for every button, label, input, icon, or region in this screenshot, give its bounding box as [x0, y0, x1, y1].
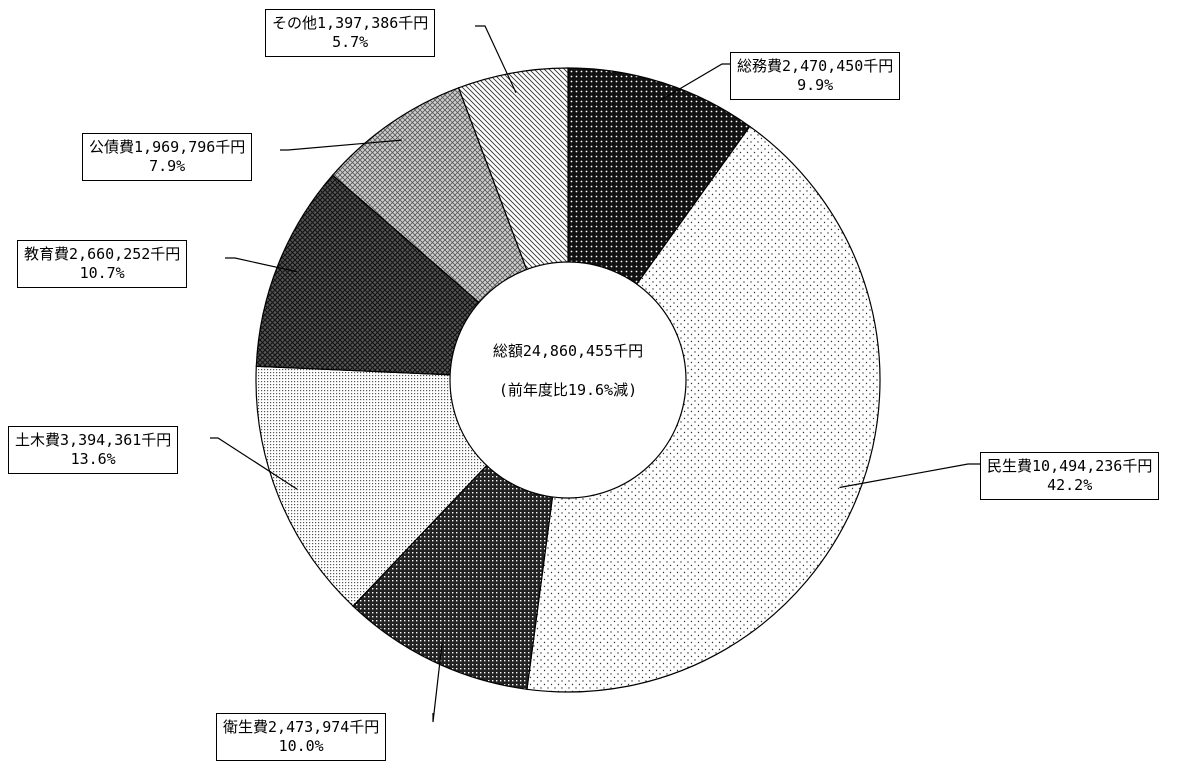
callout-eisei: 衛生費2,473,974千円 10.0%: [216, 713, 387, 761]
leader-lines: [210, 25, 980, 723]
slice-amount: 10,494,236千円: [1032, 457, 1153, 475]
donut-hole: [449, 261, 687, 499]
slice-name: 衛生費: [223, 718, 269, 736]
callout-kyouiku: 教育費2,660,252千円 10.7%: [17, 240, 188, 288]
slice-percent: 10.0%: [278, 737, 324, 755]
slice-name: 総務費: [737, 57, 783, 75]
slice-name: 教育費: [24, 245, 70, 263]
slice-percent: 7.9%: [149, 157, 186, 175]
leader-minsei: [839, 463, 980, 489]
slice-percent: 42.2%: [1047, 476, 1093, 494]
slice-percent: 5.7%: [332, 33, 369, 51]
callout-kousai: 公債費1,969,796千円 7.9%: [82, 133, 253, 181]
callout-sonota: その他1,397,386千円 5.7%: [265, 9, 436, 57]
slice-minsei: [526, 125, 881, 693]
leader-sonota: [475, 25, 517, 93]
slice-percent: 9.9%: [797, 76, 834, 94]
slice-name: 公債費: [89, 138, 135, 156]
slice-amount: 2,470,450千円: [782, 57, 894, 75]
center-change: (前年度比19.6%減): [498, 381, 638, 399]
slice-name: その他: [272, 14, 318, 32]
callout-soumu: 総務費2,470,450千円 9.9%: [730, 52, 901, 100]
leader-doboku: [210, 437, 298, 490]
leader-kyouiku: [225, 257, 297, 273]
center-label: 総額24,860,455千円 (前年度比19.6%減): [468, 340, 668, 400]
slice-percent: 13.6%: [70, 450, 116, 468]
leader-eisei: [432, 643, 443, 723]
center-total: 総額24,860,455千円: [492, 342, 644, 360]
slice-percent: 10.7%: [79, 264, 125, 282]
slice-name: 民生費: [987, 457, 1033, 475]
slice-amount: 3,394,361千円: [60, 431, 172, 449]
callout-doboku: 土木費3,394,361千円 13.6%: [8, 426, 179, 474]
leader-kousai: [280, 139, 402, 151]
slice-amount: 2,473,974千円: [268, 718, 380, 736]
slice-amount: 2,660,252千円: [69, 245, 181, 263]
slice-name: 土木費: [15, 431, 61, 449]
slice-amount: 1,969,796千円: [134, 138, 246, 156]
callout-minsei: 民生費10,494,236千円 42.2%: [980, 452, 1160, 500]
leader-soumu: [657, 63, 730, 103]
slice-amount: 1,397,386千円: [317, 14, 429, 32]
